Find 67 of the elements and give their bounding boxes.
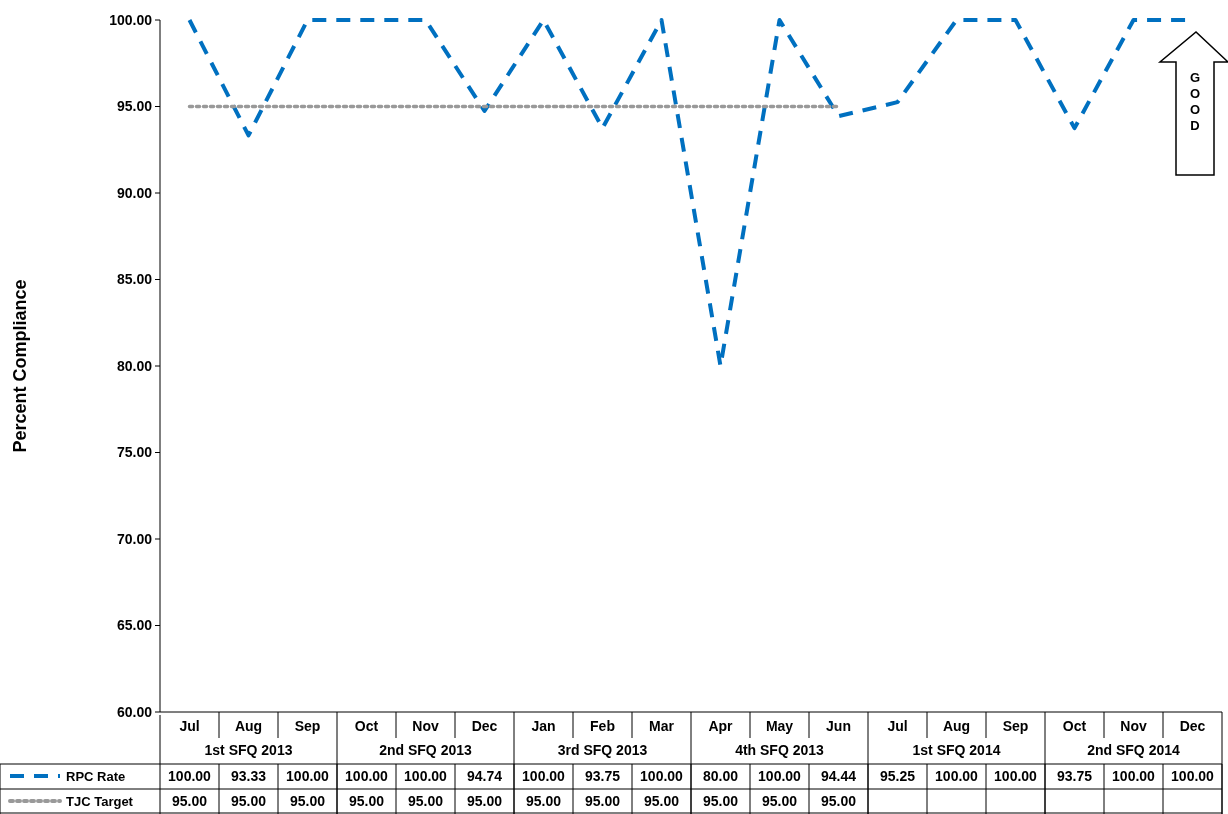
data-label: 93.75 bbox=[1056, 768, 1093, 784]
x-tick-label: Feb bbox=[590, 718, 615, 734]
y-tick-label: 70.00 bbox=[116, 530, 153, 547]
annotation: GOOD bbox=[1189, 70, 1201, 133]
x-tick-label: Jul bbox=[179, 718, 200, 734]
data-label: 100.00 bbox=[286, 768, 330, 784]
data-label: 100.00 bbox=[1171, 768, 1215, 784]
x-tick-label: Jun bbox=[826, 718, 851, 734]
data-label: 100.00 bbox=[935, 768, 979, 784]
y-tick-label: 65.00 bbox=[116, 617, 153, 634]
x-tick-label: Nov bbox=[412, 718, 439, 734]
data-label: 95.00 bbox=[525, 793, 562, 809]
data-label: 95.00 bbox=[820, 793, 857, 809]
data-label: 95.00 bbox=[407, 793, 444, 809]
x-tick-label: Sep bbox=[294, 718, 321, 734]
x-tick-label: Dec bbox=[471, 718, 498, 734]
data-label: 95.25 bbox=[879, 768, 916, 784]
data-label: 95.00 bbox=[761, 793, 798, 809]
y-tick-label: 100.00 bbox=[109, 11, 153, 28]
text: 3rd SFQ 2013 bbox=[557, 742, 648, 758]
data-label: 94.44 bbox=[820, 768, 857, 784]
legend-label: TJC Target bbox=[66, 794, 134, 809]
data-label: 100.00 bbox=[994, 768, 1038, 784]
data-label: 95.00 bbox=[466, 793, 503, 809]
x-tick-label: Jul bbox=[887, 718, 908, 734]
text: 2nd SFQ 2013 bbox=[379, 742, 473, 758]
x-tick-label: Mar bbox=[649, 718, 675, 734]
data-label: 95.00 bbox=[702, 793, 739, 809]
y-tick-label: 95.00 bbox=[116, 98, 153, 115]
x-tick-label: Sep bbox=[1002, 718, 1029, 734]
data-label: 95.00 bbox=[643, 793, 680, 809]
x-tick-label: Jan bbox=[531, 718, 556, 734]
data-label: 94.74 bbox=[466, 768, 503, 784]
x-tick-label: May bbox=[765, 718, 794, 734]
data-label: 100.00 bbox=[758, 768, 802, 784]
data-label: 95.00 bbox=[584, 793, 621, 809]
data-label: 95.00 bbox=[230, 793, 267, 809]
x-tick-label: Oct bbox=[1062, 718, 1087, 734]
data-label: 100.00 bbox=[345, 768, 389, 784]
data-label: 95.00 bbox=[348, 793, 385, 809]
text: 1st SFQ 2014 bbox=[912, 742, 1001, 758]
x-tick-label: Dec bbox=[1179, 718, 1206, 734]
data-label: 93.33 bbox=[230, 768, 267, 784]
data-label: 93.75 bbox=[584, 768, 621, 784]
data-label: 95.00 bbox=[171, 793, 208, 809]
x-tick-label: Aug bbox=[234, 718, 263, 734]
legend-label: RPC Rate bbox=[66, 769, 126, 784]
data-label: 100.00 bbox=[522, 768, 566, 784]
x-tick-label: Aug bbox=[942, 718, 971, 734]
data-label: 100.00 bbox=[1112, 768, 1156, 784]
y-tick-label: 80.00 bbox=[116, 357, 153, 374]
x-tick-label: Oct bbox=[354, 718, 379, 734]
y-axis-title: Percent Compliance bbox=[10, 279, 30, 453]
data-label: 80.00 bbox=[702, 768, 739, 784]
text: 4th SFQ 2013 bbox=[735, 742, 825, 758]
text: 2nd SFQ 2014 bbox=[1087, 742, 1181, 758]
data-label: 100.00 bbox=[168, 768, 212, 784]
y-tick-label: 85.00 bbox=[116, 271, 153, 288]
y-tick-label: 75.00 bbox=[116, 444, 153, 461]
data-label: 100.00 bbox=[404, 768, 448, 784]
data-label: 100.00 bbox=[640, 768, 684, 784]
text: 1st SFQ 2013 bbox=[204, 742, 293, 758]
y-tick-label: 90.00 bbox=[116, 184, 153, 201]
x-tick-label: Nov bbox=[1120, 718, 1147, 734]
data-label: 95.00 bbox=[289, 793, 326, 809]
y-tick-label: 60.00 bbox=[116, 703, 153, 720]
x-tick-label: Apr bbox=[708, 718, 734, 734]
